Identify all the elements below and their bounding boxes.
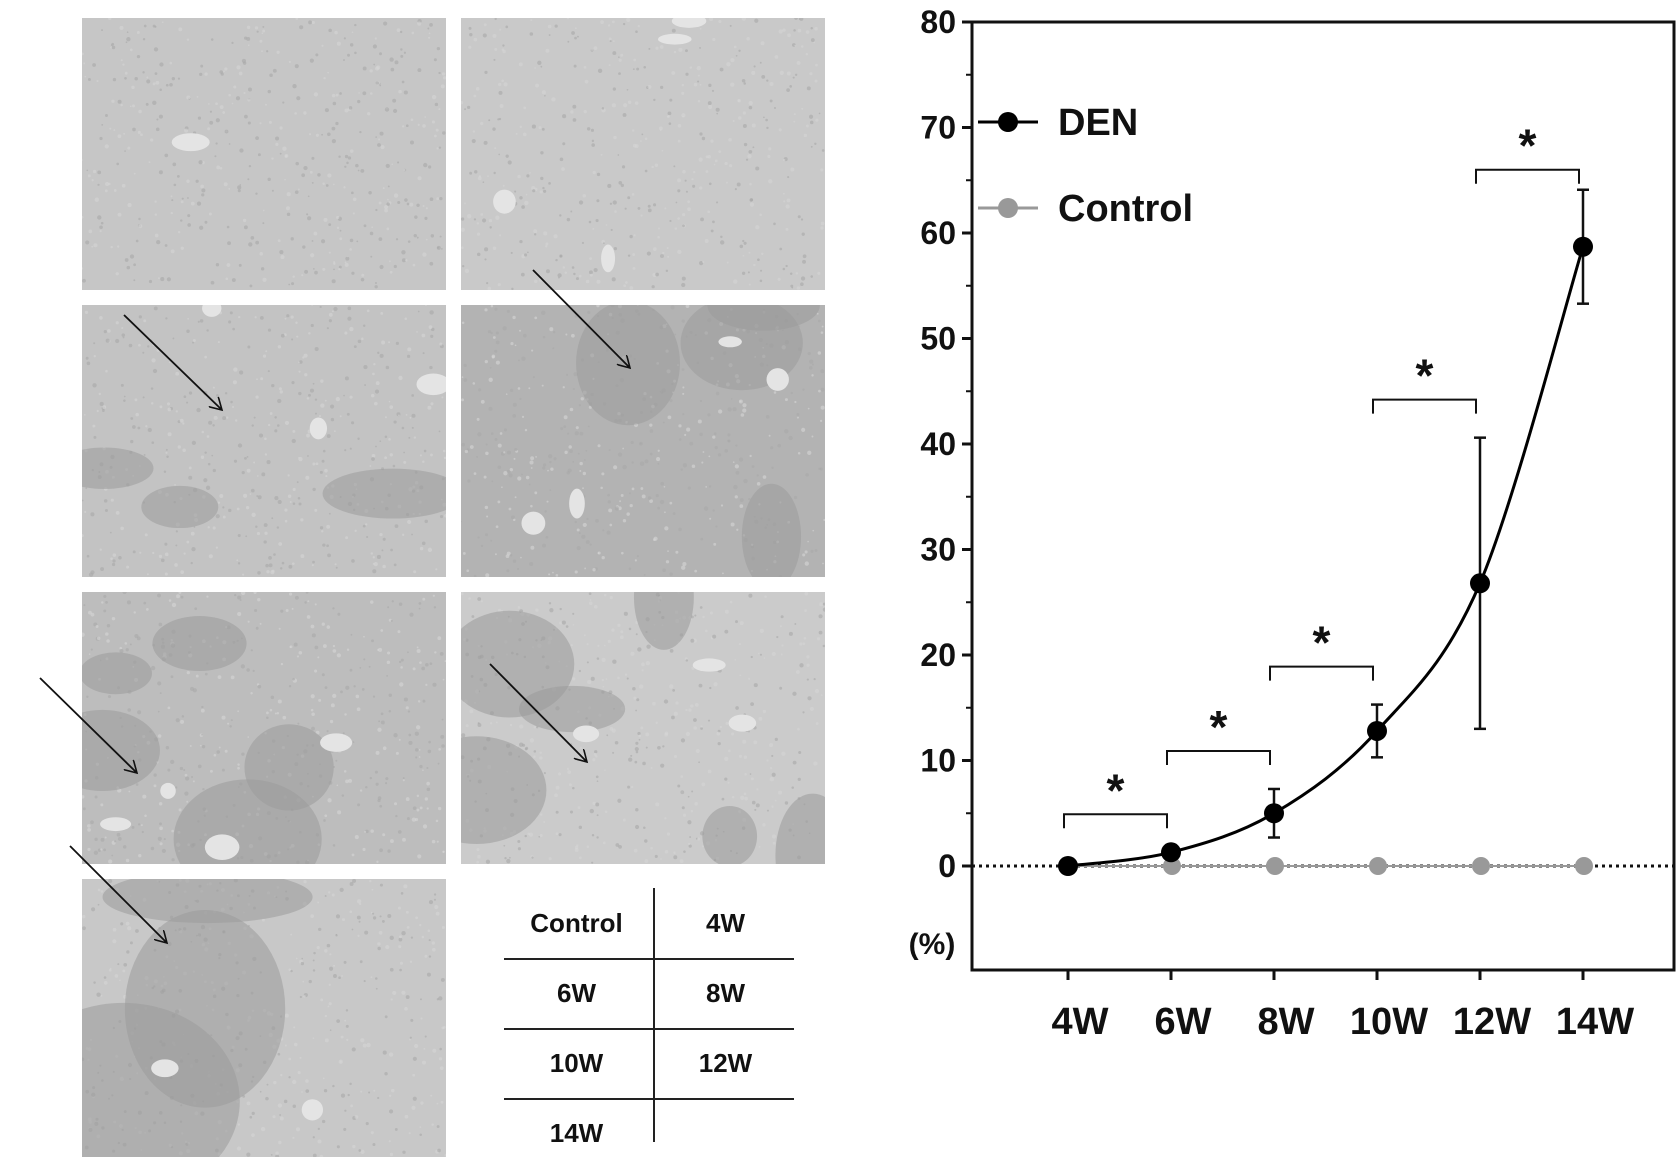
x-tick-label: 8W [1258, 1001, 1315, 1043]
chart-series [1058, 188, 1593, 876]
chart-legend: DEN Control [978, 102, 1193, 230]
histology-panel-control [82, 18, 446, 290]
y-tick-label: 70 [920, 110, 956, 146]
significance-star: * [1210, 701, 1228, 753]
significance-star: * [1416, 350, 1434, 402]
histology-panel-6w [82, 305, 446, 577]
histology-panel-14w [82, 879, 446, 1157]
data-point-den [1264, 803, 1284, 824]
data-point-control [1369, 857, 1387, 875]
table-cell: 10W [549, 1047, 604, 1078]
significance-bracket [1063, 813, 1168, 829]
x-tick-label: 6W [1155, 1001, 1212, 1043]
y-tick-label: 40 [920, 426, 956, 462]
histology-panel-10w [82, 592, 446, 864]
significance-star: * [1313, 617, 1331, 669]
x-tick-label: 10W [1350, 1001, 1428, 1043]
panel-legend-table: Control 4W 6W 8W 10W 12W 14W [504, 888, 794, 1148]
table-cell: 4W [706, 907, 745, 938]
y-tick-label: 50 [920, 321, 956, 357]
y-axis-label: (%) [909, 928, 956, 961]
x-tick-label: 14W [1556, 1001, 1634, 1043]
data-point-den [1470, 573, 1490, 594]
y-tick-label: 80 [920, 4, 956, 40]
histology-panel-12w [461, 592, 825, 864]
significance-brackets: * * * * * [1063, 120, 1580, 829]
data-point-den [1161, 842, 1181, 863]
y-tick-label: 0 [938, 848, 956, 884]
data-point-den [1573, 236, 1593, 257]
legend-label: DEN [1058, 102, 1138, 144]
legend-marker [998, 198, 1018, 218]
x-tick-label: 4W [1052, 1001, 1109, 1043]
histology-panel-8w [461, 305, 825, 577]
legend-label: Control [1058, 188, 1193, 230]
significance-bracket [1166, 749, 1271, 765]
data-point-den [1367, 720, 1387, 741]
series-line-den [1067, 246, 1585, 868]
table-divider [504, 958, 794, 960]
table-cell: 8W [706, 977, 745, 1008]
significance-bracket [1372, 398, 1477, 414]
significance-star: * [1519, 120, 1537, 172]
table-divider [504, 1098, 794, 1100]
significance-bracket [1269, 665, 1374, 681]
significance-bracket [1475, 168, 1580, 184]
y-tick-label: 30 [920, 532, 956, 568]
table-cell: 6W [557, 977, 596, 1008]
chart-axes: 0 10 20 30 40 50 60 70 80 (%) 4W 6W 8W 10W 12W 14W [909, 4, 1676, 1043]
legend-marker [998, 112, 1018, 132]
data-point-den [1058, 856, 1078, 876]
histology-panel-4w [461, 18, 825, 290]
x-tick-label: 12W [1453, 1001, 1531, 1043]
table-cell: 12W [698, 1047, 753, 1078]
plot-frame [970, 20, 1676, 972]
series-control [1060, 857, 1593, 875]
series-den [1058, 188, 1593, 876]
data-point-control [1575, 857, 1593, 875]
y-tick-label: 10 [920, 743, 956, 779]
y-tick-label: 60 [920, 215, 956, 251]
table-divider [504, 1028, 794, 1030]
data-point-control [1266, 857, 1284, 875]
table-cell: Control [530, 907, 623, 938]
table-cell [653, 1098, 798, 1168]
table-divider-vertical [653, 888, 655, 1142]
significance-star: * [1107, 764, 1125, 816]
y-tick-label: 20 [920, 637, 956, 673]
table-cell: 14W [549, 1117, 604, 1148]
data-point-control [1472, 857, 1490, 875]
